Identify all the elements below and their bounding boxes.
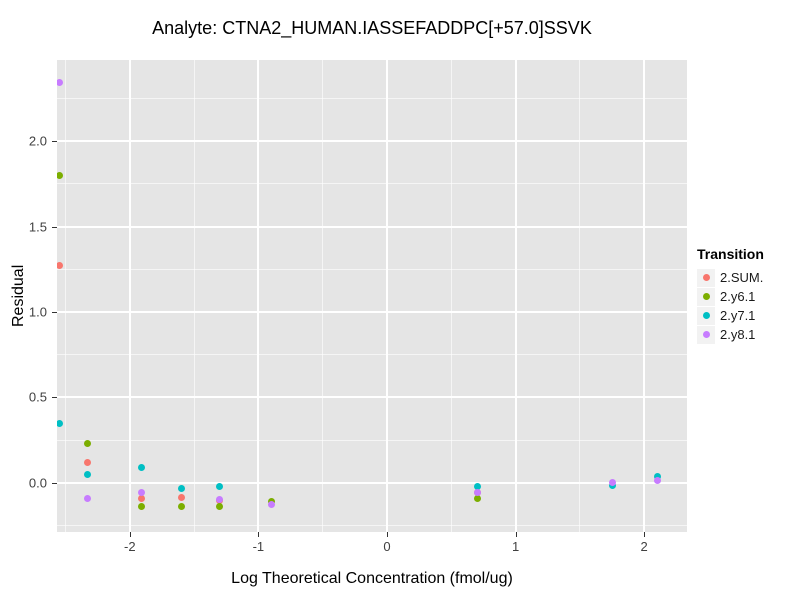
y-axis: 0.0 0.5 1.0 1.5 2.0 <box>0 60 57 532</box>
legend-item-label: 2.y6.1 <box>720 289 756 304</box>
x-tick-mark <box>129 532 131 537</box>
gridline-y-major <box>57 396 687 399</box>
gridline-y-minor <box>57 354 687 356</box>
gridline-x-minor <box>450 60 452 532</box>
data-point <box>137 503 145 511</box>
data-point <box>83 470 91 478</box>
legend-dot-icon <box>702 274 710 281</box>
data-point <box>137 489 145 497</box>
x-tick-mark <box>258 532 260 537</box>
legend-key <box>697 325 715 344</box>
legend-key <box>697 306 715 325</box>
data-point <box>216 502 224 510</box>
legend-dot-icon <box>702 293 710 300</box>
x-tick-mark <box>644 532 646 537</box>
data-point <box>57 79 63 87</box>
data-point <box>177 494 185 502</box>
x-tick-mark <box>515 532 517 537</box>
data-point <box>653 476 661 484</box>
x-axis: -2 -1 0 1 2 <box>57 532 687 558</box>
gridline-y-major <box>57 140 687 143</box>
y-tick-mark <box>52 141 57 143</box>
y-tick-label: 0.0 <box>28 475 47 491</box>
gridline-y-minor <box>57 268 687 270</box>
gridline-x-minor <box>322 60 324 532</box>
legend-dot-icon <box>702 312 710 319</box>
x-tick-mark <box>386 532 388 537</box>
gridline-x-major <box>128 60 131 532</box>
gridline-y-major <box>57 310 687 313</box>
data-point <box>57 419 63 427</box>
y-tick-label: 1.0 <box>28 304 47 320</box>
gridline-y-minor <box>57 183 687 185</box>
chart-title: Analyte: CTNA2_HUMAN.IASSEFADDPC[+57.0]S… <box>152 18 592 38</box>
y-tick-label: 1.5 <box>28 219 47 234</box>
data-point <box>653 472 661 480</box>
gridline-x-major <box>257 60 260 532</box>
legend-title: Transition <box>697 246 764 262</box>
gridline-x-major <box>385 60 388 532</box>
legend-item: 2.y6.1 <box>697 287 764 306</box>
legend-item: 2.y7.1 <box>697 306 764 325</box>
data-point <box>473 489 481 497</box>
y-tick-mark <box>52 226 57 228</box>
gridline-y-minor <box>57 525 687 527</box>
data-point <box>177 485 185 493</box>
data-point <box>83 440 91 448</box>
data-point <box>216 496 224 504</box>
legend-key <box>697 268 715 287</box>
y-tick-mark <box>52 311 57 313</box>
legend-item: 2.SUM. <box>697 268 764 287</box>
gridline-x-major <box>643 60 646 532</box>
data-point <box>177 503 185 511</box>
y-tick-mark <box>52 482 57 484</box>
x-axis-title: Log Theoretical Concentration (fmol/ug) <box>231 570 513 587</box>
legend-item-label: 2.SUM. <box>720 270 764 285</box>
legend-items: 2.SUM. 2.y6.1 2.y7.1 2.y8.1 <box>697 268 764 344</box>
gridline-y-minor <box>57 439 687 441</box>
data-point <box>608 478 616 486</box>
x-tick-label: 2 <box>640 539 648 554</box>
gridline-y-minor <box>57 97 687 99</box>
legend-item-label: 2.y8.1 <box>720 327 756 342</box>
data-point <box>473 483 481 491</box>
data-point <box>57 171 63 179</box>
x-tick-label: 0 <box>383 539 391 554</box>
y-tick-mark <box>52 397 57 399</box>
y-tick-label: 0.5 <box>28 389 47 405</box>
data-point <box>137 494 145 502</box>
plot-panel <box>57 60 687 532</box>
data-point <box>267 501 275 509</box>
gridline-y-major <box>57 225 687 228</box>
gridline-y-major <box>57 481 687 484</box>
data-point <box>216 482 224 490</box>
legend-dot-icon <box>702 331 710 338</box>
legend-item: 2.y8.1 <box>697 325 764 344</box>
gridline-x-minor <box>193 60 195 532</box>
data-point <box>137 464 145 472</box>
gridline-x-minor <box>64 60 66 532</box>
data-point <box>83 494 91 502</box>
y-tick-label: 2.0 <box>28 133 47 149</box>
x-tick-label: -2 <box>124 539 136 554</box>
data-point <box>473 494 481 502</box>
data-point <box>57 262 63 270</box>
data-point <box>83 458 91 466</box>
gridline-x-major <box>514 60 517 532</box>
gridline-x-minor <box>579 60 581 532</box>
legend-key <box>697 287 715 306</box>
x-tick-label: -1 <box>252 539 265 554</box>
x-tick-label: 1 <box>511 539 520 554</box>
legend-item-label: 2.y7.1 <box>720 308 756 323</box>
legend: Transition 2.SUM. 2.y6.1 2.y7.1 2.y8.1 <box>697 246 764 344</box>
